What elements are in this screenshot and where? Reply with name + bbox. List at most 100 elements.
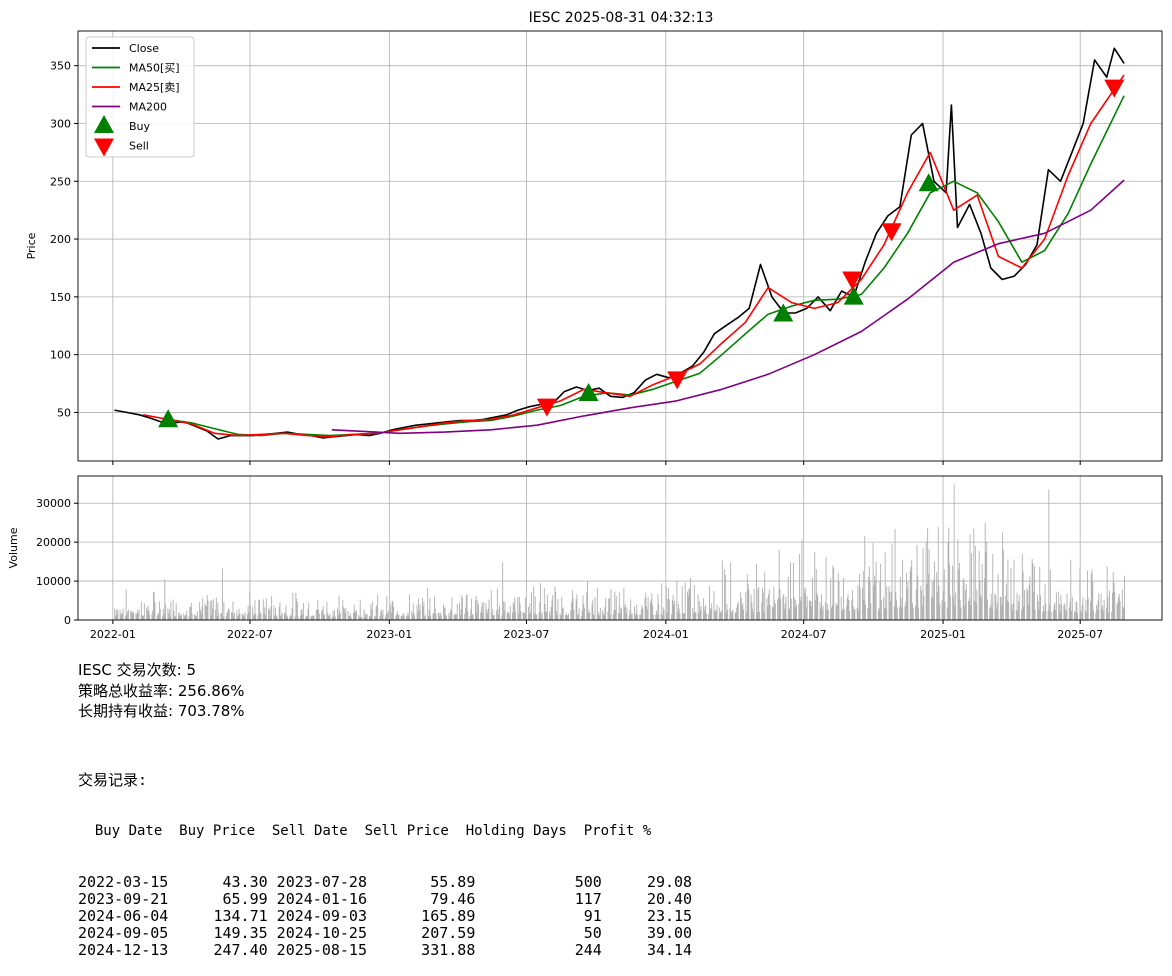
volume-bar: [368, 615, 370, 620]
volume-bar: [874, 580, 876, 620]
volume-bar: [488, 599, 490, 620]
volume-bar: [196, 611, 198, 620]
volume-bar: [465, 607, 466, 620]
volume-bar: [1018, 601, 1019, 620]
volume-bar: [1124, 575, 1126, 620]
x-ticks: 2022-01 2022-07 2023-01 2023-07 2024-01 2024-…: [90, 461, 1103, 641]
volume-bar: [538, 612, 540, 620]
series-line-3: [331, 179, 1125, 435]
volume-bar: [962, 578, 964, 620]
volume-bar: [295, 592, 297, 620]
figure: IESC 2025-08-31 04:32:13 50 100 150 200 250 3…: [7, 10, 1163, 641]
volume-bar: [971, 553, 973, 620]
volume-bar: [693, 584, 695, 620]
volume-bar: [1005, 596, 1007, 620]
volume-bar: [1080, 612, 1082, 620]
volume-bar: [165, 604, 167, 620]
volume-bar: [639, 614, 641, 620]
volume-bar: [199, 601, 201, 620]
volume-bar: [1105, 607, 1107, 620]
volume-bar: [345, 607, 347, 620]
volume-bar: [143, 616, 145, 620]
volume-bar: [392, 600, 394, 620]
x-tick-label: 2024-07: [781, 628, 827, 641]
volume-bar: [953, 484, 955, 620]
volume-bar: [1050, 611, 1052, 620]
volume-bar: [637, 615, 638, 620]
volume-bar: [773, 586, 775, 620]
volume-bar: [748, 589, 750, 620]
volume-bar: [278, 606, 280, 620]
volume-bar: [756, 612, 758, 620]
volume-bar: [381, 610, 382, 620]
volume-bar: [848, 600, 850, 620]
volume-bar: [402, 615, 404, 620]
volume-bar: [607, 611, 609, 620]
volume-bar: [191, 613, 193, 620]
volume-bar: [444, 607, 446, 620]
volume-bar: [491, 614, 493, 620]
volume-bar: [566, 615, 568, 620]
volume-bar: [263, 613, 265, 620]
volume-bar: [578, 608, 580, 620]
volume-bar: [965, 584, 967, 620]
volume-bar: [623, 588, 625, 620]
volume-bar: [162, 616, 163, 620]
volume-bar: [719, 612, 721, 620]
volume-bar: [893, 605, 895, 620]
volume-bar: [796, 605, 798, 620]
volume-bar: [1047, 610, 1049, 620]
volume-bar: [909, 570, 911, 620]
x-tick-label: 2024-01: [643, 628, 689, 641]
volume-bar: [896, 600, 898, 620]
volume-bar: [524, 597, 526, 620]
volume-bar: [512, 612, 513, 620]
volume-y-tick-label: 10000: [36, 575, 71, 588]
volume-bar: [387, 613, 388, 620]
legend-label: Buy: [129, 120, 151, 133]
volume-bar: [456, 614, 457, 620]
volume-bar: [126, 615, 128, 620]
price-y-ticks: 50 100 150 200 250 300 350: [50, 60, 78, 419]
volume-bar: [970, 604, 972, 620]
volume-bar: [740, 592, 741, 620]
volume-bar: [344, 613, 346, 620]
volume-bar: [910, 566, 912, 620]
buy-marker: [578, 382, 599, 401]
price-y-tick-label: 50: [57, 406, 71, 419]
volume-bar: [655, 610, 657, 620]
volume-bar: [965, 590, 966, 620]
volume-bar: [1000, 596, 1002, 620]
volume-bar: [252, 606, 254, 620]
volume-bar: [858, 610, 860, 620]
trade-row: 2022-03-15 43.30 2023-07-28 55.89 500 29…: [78, 873, 693, 891]
volume-bar: [581, 610, 583, 620]
volume-bar: [642, 608, 644, 620]
volume-bar: [179, 612, 181, 620]
volume-bar: [493, 615, 495, 620]
volume-bar: [684, 612, 685, 620]
volume-bar: [397, 615, 399, 620]
volume-bar: [937, 592, 938, 620]
volume-bar: [673, 604, 675, 620]
volume-bar: [520, 611, 522, 620]
volume-bar: [1063, 605, 1065, 620]
trade-row: 2023-09-21 65.99 2024-01-16 79.46 117 20…: [78, 890, 693, 908]
volume-bar: [202, 598, 204, 620]
volume-bar: [819, 602, 821, 620]
volume-bar: [715, 610, 716, 620]
volume-bar: [264, 607, 266, 620]
volume-bar: [593, 615, 595, 620]
volume-bar: [1114, 591, 1116, 620]
volume-bar: [1119, 601, 1121, 620]
strategy-return: 策略总收益率: 256.86%: [78, 682, 245, 700]
volume-y-label: Volume: [7, 527, 20, 568]
volume-bar: [221, 568, 223, 620]
volume-bar: [1066, 593, 1068, 620]
volume-bar: [413, 613, 415, 620]
volume-bar: [1068, 607, 1070, 620]
volume-bar: [541, 612, 543, 620]
volume-bar: [544, 604, 546, 620]
volume-bar: [151, 613, 153, 620]
volume-bar: [1077, 612, 1079, 620]
